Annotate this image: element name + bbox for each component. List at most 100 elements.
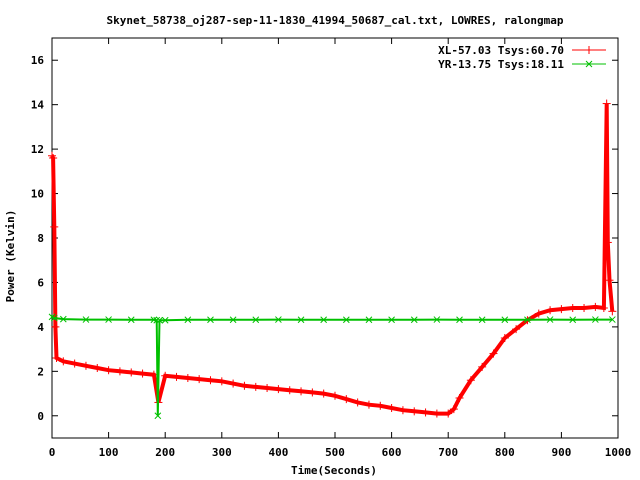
- data-point-0: [568, 304, 577, 312]
- data-point-0: [319, 389, 328, 398]
- x-tick-label: 100: [99, 446, 119, 459]
- data-point-0: [557, 305, 566, 314]
- data-point-0: [432, 409, 441, 418]
- x-tick-label: 400: [268, 446, 288, 459]
- data-point-0: [51, 322, 60, 331]
- data-point-1: [82, 316, 90, 323]
- data-point-0: [603, 238, 612, 247]
- chart-title: Skynet_58738_oj287-sep-11-1830_41994_506…: [107, 14, 564, 27]
- data-point-0: [376, 401, 385, 410]
- x-tick-label: 700: [438, 446, 458, 459]
- data-point-0: [308, 388, 317, 397]
- y-axis-label: Power (Kelvin): [4, 210, 17, 303]
- data-point-0: [342, 395, 351, 404]
- data-point-0: [500, 334, 509, 342]
- data-point-0: [421, 408, 430, 417]
- data-point-0: [115, 367, 124, 376]
- data-point-0: [444, 409, 453, 418]
- data-point-0: [251, 382, 260, 391]
- x-tick-label: 200: [155, 446, 175, 459]
- data-point-1: [501, 316, 509, 324]
- x-tick-label: 800: [495, 446, 515, 459]
- data-point-1: [252, 316, 260, 324]
- y-tick-label: 0: [37, 410, 44, 423]
- legend-marker-1: [585, 60, 593, 68]
- data-point-0: [52, 354, 61, 362]
- x-tick-label: 900: [551, 446, 571, 459]
- data-point-1: [150, 316, 158, 324]
- axis-ticks: 0 100 200 300 400 500 600 700 800 900 1000 0 2 4 6 8 10 1…: [31, 38, 632, 459]
- data-point-1: [156, 316, 163, 324]
- data-point-0: [183, 374, 192, 382]
- data-point-0: [49, 154, 58, 162]
- data-point-0: [512, 325, 521, 334]
- data-point-0: [455, 394, 464, 402]
- series-line-0: [50, 103, 615, 416]
- y-tick-label: 4: [37, 321, 44, 334]
- data-point-1: [592, 316, 599, 323]
- legend-label-1: YR-13.75 Tsys:18.11: [438, 58, 564, 71]
- data-point-0: [387, 404, 396, 412]
- data-point-1: [229, 316, 237, 324]
- data-point-1: [105, 316, 112, 323]
- data-point-1: [297, 316, 305, 324]
- data-point-1: [365, 316, 373, 324]
- legend-label-0: XL-57.03 Tsys:60.70: [438, 44, 564, 57]
- data-point-1: [546, 316, 554, 323]
- data-point-0: [138, 369, 147, 378]
- data-point-1: [569, 316, 577, 324]
- data-point-0: [608, 307, 617, 316]
- data-point-0: [580, 304, 589, 312]
- data-point-1: [388, 316, 395, 324]
- data-point-0: [591, 302, 600, 311]
- data-point-0: [410, 407, 419, 416]
- x-tick-label: 0: [49, 446, 56, 459]
- y-tick-label: 12: [31, 143, 44, 156]
- data-point-1: [320, 316, 328, 324]
- data-point-0: [229, 379, 238, 388]
- data-point-1: [456, 316, 463, 324]
- data-point-1: [275, 316, 282, 323]
- data-point-0: [81, 361, 90, 370]
- data-point-0: [172, 372, 181, 381]
- data-point-1: [433, 316, 441, 323]
- series-group: [48, 99, 617, 420]
- x-tick-label: 600: [382, 446, 402, 459]
- data-point-0: [534, 309, 543, 318]
- y-tick-label: 8: [37, 232, 44, 245]
- data-point-1: [608, 316, 616, 323]
- y-tick-label: 2: [37, 365, 44, 378]
- data-point-0: [93, 364, 102, 372]
- data-point-1: [153, 316, 161, 324]
- data-point-1: [127, 316, 135, 324]
- data-point-0: [240, 381, 249, 390]
- data-point-0: [478, 362, 487, 371]
- data-point-1: [478, 316, 486, 324]
- data-point-0: [263, 384, 272, 392]
- data-point-1: [59, 315, 67, 323]
- x-tick-label: 1000: [605, 446, 632, 459]
- data-point-0: [104, 366, 113, 375]
- data-point-1: [154, 412, 162, 420]
- data-point-1: [207, 316, 214, 324]
- y-tick-label: 16: [31, 54, 45, 67]
- data-point-0: [127, 368, 136, 377]
- x-axis-label: Time(Seconds): [291, 464, 377, 477]
- y-tick-label: 14: [31, 99, 45, 112]
- data-point-1: [184, 316, 192, 324]
- y-tick-label: 6: [37, 276, 44, 289]
- data-point-0: [602, 99, 611, 108]
- x-tick-label: 300: [212, 446, 232, 459]
- data-point-0: [489, 349, 498, 358]
- x-tick-label: 500: [325, 446, 345, 459]
- data-point-1: [50, 314, 58, 322]
- data-point-0: [50, 222, 59, 231]
- data-point-1: [342, 316, 350, 324]
- data-point-0: [353, 398, 362, 407]
- data-point-0: [331, 391, 339, 400]
- data-point-0: [161, 371, 170, 380]
- data-point-0: [546, 306, 555, 315]
- data-point-0: [297, 387, 306, 396]
